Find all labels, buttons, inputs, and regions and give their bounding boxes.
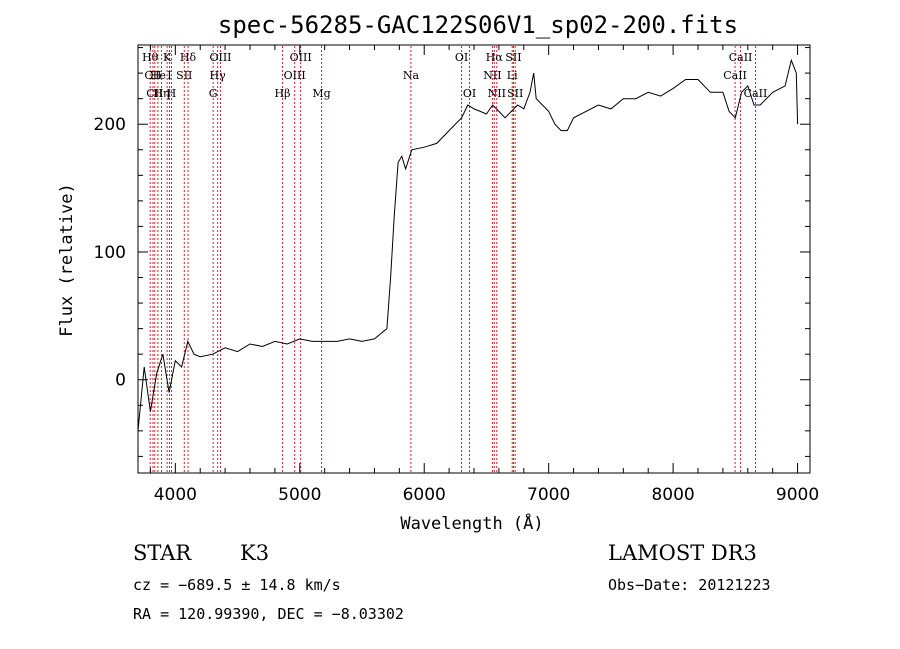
x-axis-ticks: 4000 5000 6000 7000 8000 9000 (149, 45, 819, 505)
spectrum-line (137, 58, 799, 431)
chart-title: spec-56285-GAC122S06V1_sp02-200.fits (218, 11, 738, 39)
line-label: Hγ (210, 69, 227, 82)
line-label: He (150, 69, 166, 82)
x-tick-label: 7000 (527, 485, 570, 505)
line-label: CaII (729, 51, 753, 64)
line-label: G (209, 87, 218, 100)
line-label: SII (505, 51, 521, 64)
x-tick-label: 9000 (776, 485, 819, 505)
x-tick-label: 4000 (154, 485, 197, 505)
line-label: Hα (486, 51, 504, 64)
line-label: NII (483, 69, 501, 82)
y-tick-label: 0 (115, 371, 126, 391)
line-label: NII (488, 87, 506, 100)
x-tick-label: 8000 (651, 485, 694, 505)
spectral-line-labels: HθCIICIIHeHηKIHSIIHδGHγOIIIHβOIIIOIIIMgN… (142, 51, 767, 100)
line-label: CaII (744, 87, 768, 100)
object-subclass: K3 (240, 541, 269, 565)
line-label: SII (176, 69, 192, 82)
y-axis-ticks: 0 100 200 (94, 47, 810, 457)
line-label: I (167, 69, 171, 82)
line-label: CaII (723, 69, 747, 82)
line-label: Hδ (180, 51, 197, 64)
line-label: Hη (153, 87, 169, 100)
line-label: Hβ (275, 87, 291, 100)
line-label: OI (455, 51, 468, 64)
redshift-info: cz = −689.5 ± 14.8 km/s (133, 576, 341, 594)
y-axis-label: Flux (relative) (57, 183, 77, 337)
line-label: OI (463, 87, 476, 100)
x-tick-label: 5000 (278, 485, 321, 505)
x-axis-label: Wavelength (Å) (400, 512, 543, 534)
line-label: CII (146, 87, 163, 100)
line-label: CII (144, 69, 161, 82)
line-label: OIII (209, 51, 231, 64)
survey-name: LAMOST DR3 (608, 541, 757, 565)
x-tick-label: 6000 (403, 485, 446, 505)
spectral-line-markers (149, 46, 756, 472)
line-label: Li (507, 69, 518, 82)
line-label: Mg (312, 87, 330, 100)
line-label: Na (403, 69, 420, 82)
line-label: OIII (284, 69, 306, 82)
observation-date: Obs−Date: 20121223 (608, 576, 771, 594)
line-label: OIII (290, 51, 312, 64)
line-label: Hθ (142, 51, 159, 64)
y-tick-label: 200 (94, 115, 126, 135)
line-label: K (163, 51, 172, 64)
y-tick-label: 100 (94, 243, 126, 263)
object-class: STAR (133, 541, 192, 565)
line-label: SII (507, 87, 523, 100)
coordinates: RA = 120.99390, DEC = −8.03302 (133, 605, 404, 623)
line-label: H (167, 87, 177, 100)
